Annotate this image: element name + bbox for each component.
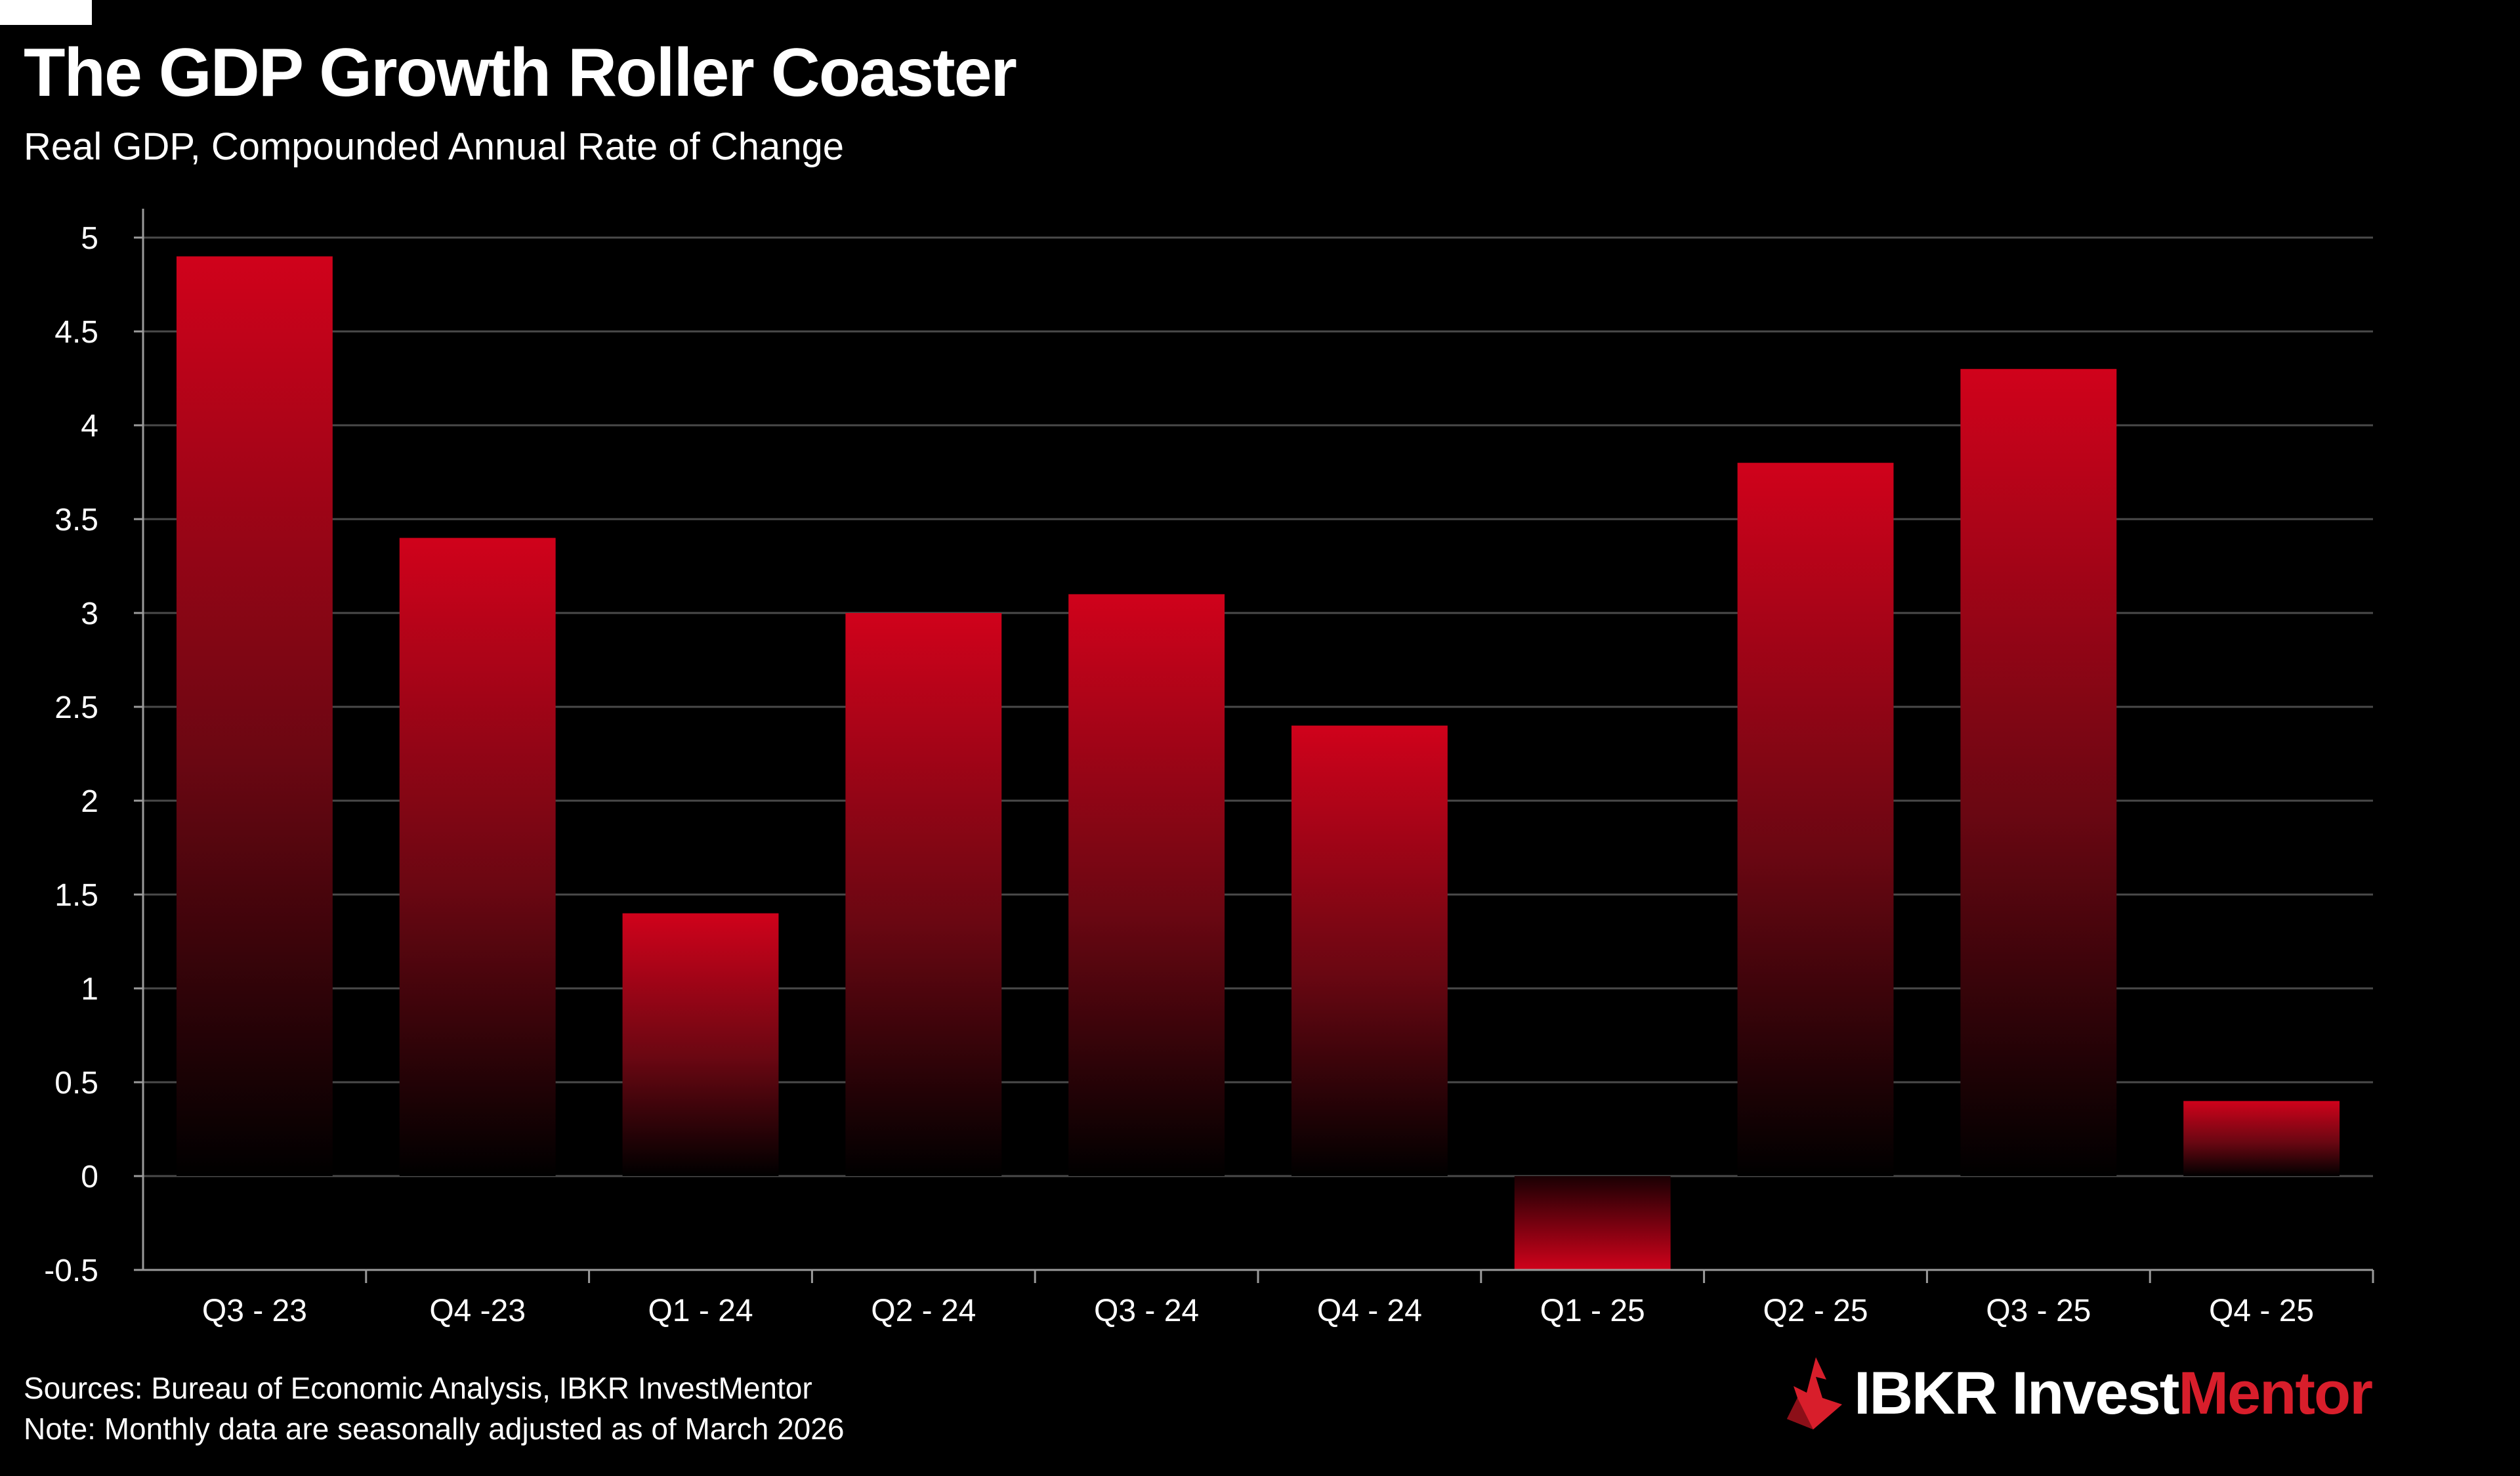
bar-6 (1291, 725, 1448, 1176)
y-tick-label: 1.5 (54, 878, 98, 913)
logo-brand-text: IBKR (1854, 1359, 1998, 1427)
bar-5 (1068, 594, 1225, 1176)
x-category-label: Q4 - 25 (2209, 1294, 2314, 1328)
x-category-label: Q3 - 24 (1094, 1294, 1199, 1328)
bar-4 (845, 613, 1002, 1176)
x-category-label: Q1 - 24 (648, 1294, 753, 1328)
y-tick-label: 2 (81, 784, 98, 819)
logo-invest-text: Invest (2011, 1359, 2179, 1427)
y-tick-label: 1 (81, 972, 98, 1007)
x-category-label: Q2 - 24 (871, 1294, 976, 1328)
y-tick-label: 3.5 (54, 503, 98, 538)
chart-subtitle: Real GDP, Compounded Annual Rate of Chan… (24, 125, 845, 168)
y-tick-label: 0 (81, 1160, 98, 1194)
x-category-label: Q2 - 25 (1763, 1294, 1868, 1328)
x-category-label: Q3 - 25 (1986, 1294, 2091, 1328)
y-tick-label: 4 (81, 409, 98, 444)
x-category-label: Q1 - 25 (1540, 1294, 1645, 1328)
bar-10 (2183, 1101, 2340, 1176)
x-category-label: Q4 - 24 (1317, 1294, 1422, 1328)
y-tick-label: 4.5 (54, 315, 98, 350)
y-tick-label: 0.5 (54, 1066, 98, 1101)
ibkr-investmentor-logo: IBKR InvestMentor (1787, 1357, 2373, 1429)
footer-note: Note: Monthly data are seasonally adjust… (24, 1412, 845, 1446)
y-tick-label: -0.5 (44, 1254, 98, 1288)
y-tick-label: 5 (81, 221, 98, 256)
bar-7 (1514, 1176, 1671, 1270)
bar-2 (399, 538, 556, 1176)
bar-3 (622, 913, 779, 1176)
y-tick-label: 3 (81, 597, 98, 631)
logo-mentor-text: Mentor (2178, 1359, 2373, 1427)
y-tick-label: 2.5 (54, 690, 98, 725)
bar-8 (1737, 463, 1894, 1177)
chart-title: The GDP Growth Roller Coaster (24, 35, 1017, 111)
corner-mark-top (0, 0, 92, 25)
x-category-label: Q4 -23 (429, 1294, 526, 1328)
footer-sources: Sources: Bureau of Economic Analysis, IB… (24, 1371, 812, 1405)
x-category-label: Q3 - 23 (202, 1294, 307, 1328)
ibkr-flame-icon (1787, 1357, 1842, 1429)
bar-1 (176, 256, 333, 1177)
bar-9 (1960, 369, 2117, 1177)
